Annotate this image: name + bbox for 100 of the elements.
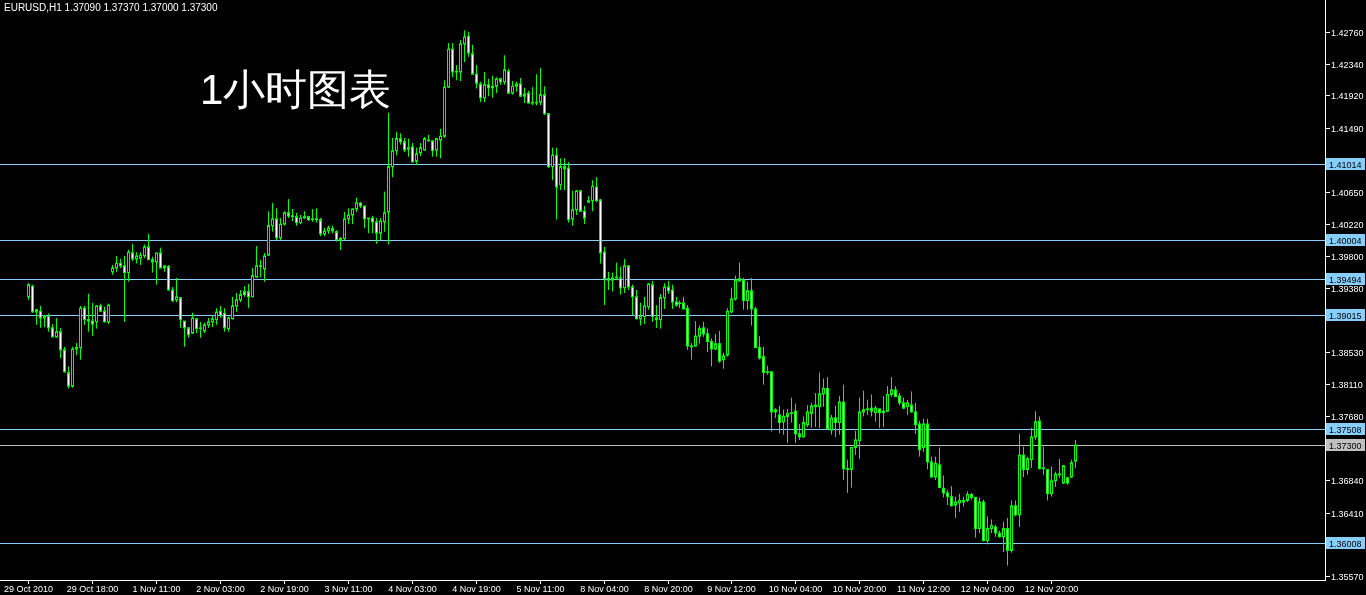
candlestick [942,475,945,498]
candlestick [742,277,745,311]
y-tick-label: 1.39380 [1331,284,1364,294]
x-tick-label: 8 Nov 04:00 [580,584,629,594]
candlestick [818,372,821,429]
y-tick-label: 1.36840 [1331,476,1364,486]
x-tick-label: 11 Nov 12:00 [897,584,950,594]
y-tick-label: 1.41920 [1331,91,1364,101]
ref-line-label: 1.37508 [1329,425,1362,435]
ref-line-label: 1.39015 [1329,311,1362,321]
candlestick [275,207,278,241]
candlestick [127,249,130,283]
candlestick [882,395,885,428]
candlestick [1002,521,1005,553]
candlestick [870,393,873,417]
candlestick [762,346,765,386]
candlestick [814,392,817,428]
x-tick-label: 2 Nov 19:00 [260,584,309,594]
x-tick-label: 4 Nov 19:00 [452,584,501,594]
y-tick-label: 1.40220 [1331,220,1364,230]
candlestick [319,217,322,237]
candlestick [782,409,785,436]
y-tick-label: 1.38530 [1331,348,1364,358]
candlestick [87,293,90,333]
candlestick [251,267,254,298]
candlestick [778,405,781,434]
y-tick-label: 1.41490 [1331,124,1364,134]
candlestick [183,320,186,348]
x-tick-label: 29 Oct 2010 [3,584,54,594]
x-tick-label: 1 Nov 11:00 [132,584,181,594]
candlestick [619,266,622,296]
x-tick-label: 4 Nov 03:00 [388,584,437,594]
x-tick-label: 3 Nov 11:00 [324,584,373,594]
x-tick-label: 29 Oct 18:00 [66,584,119,594]
candlestick [147,233,150,261]
y-tick-label: 1.36410 [1331,509,1364,519]
candlestick [1050,465,1053,498]
y-tick-label: 1.35570 [1331,572,1364,582]
candlestick [575,189,578,216]
x-tick-label: 8 Nov 20:00 [644,584,693,594]
candlestick [938,446,941,489]
candlestick [507,68,510,95]
candlestick [635,289,638,321]
candlestick [159,247,162,269]
annotation: 1小时图表 [200,66,392,113]
candlestick [878,408,881,429]
candlestick [671,284,674,310]
ref-line-label: 1.37300 [1329,441,1362,451]
x-tick-label: 12 Nov 20:00 [1024,584,1079,594]
candlestick [786,408,789,444]
ref-line-label: 1.39494 [1329,275,1362,285]
candlestick [810,402,813,429]
candlestick [535,73,538,106]
candlestick [1074,439,1077,469]
candlestick [411,142,414,163]
x-tick-label: 10 Nov 20:00 [832,584,887,594]
y-tick-label: 1.39800 [1331,252,1364,262]
candlestick [611,272,614,293]
candlestick [483,71,486,103]
y-tick-label: 1.42340 [1331,60,1364,70]
ref-line-label: 1.40004 [1329,236,1362,246]
ref-line-label: 1.36008 [1329,539,1362,549]
candlestick [950,485,953,508]
candlestick [223,307,226,333]
candlestick [794,403,797,444]
candlestick [559,157,562,191]
candlestick [694,320,697,348]
candlestick [958,493,961,513]
candlestick [375,217,378,245]
candlestick [363,205,366,229]
y-tick-label: 1.40650 [1331,188,1364,198]
y-tick-label: 1.42760 [1331,28,1364,38]
ref-line-label: 1.41014 [1329,160,1362,170]
x-tick-label: 2 Nov 03:00 [196,584,245,594]
candlestick [886,385,889,413]
candlestick [343,211,346,241]
candlestick [123,255,126,323]
candlestick [191,312,194,335]
candlestick [623,258,626,294]
y-tick-label: 1.37680 [1331,412,1364,422]
candlestick [91,302,94,337]
candlestick [746,281,749,311]
candlestick [39,305,42,329]
y-tick-label: 1.38110 [1331,380,1363,390]
candlestick [591,179,594,212]
candlestick [531,86,534,106]
x-tick-label: 5 Nov 11:00 [516,584,565,594]
candlestick [698,325,701,345]
chart-title: EURUSD,H1 1.37090 1.37370 1.37000 1.37300 [4,2,218,13]
candlestick [718,330,721,364]
candlestick [95,304,98,330]
candlestick [802,415,805,439]
x-tick-label: 10 Nov 04:00 [768,584,823,594]
candlestick [954,496,957,519]
x-tick-label: 9 Nov 12:00 [707,584,756,594]
candlestick [710,337,713,367]
candlestick [179,297,182,329]
x-tick-label: 12 Nov 04:00 [960,584,1015,594]
candlestick [155,252,158,286]
candlestick [706,328,709,353]
